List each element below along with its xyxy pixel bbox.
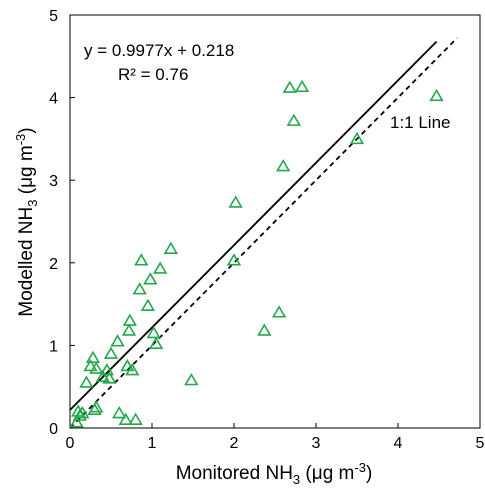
data-point <box>95 369 110 382</box>
one-to-one-line-label: 1:1 Line <box>390 113 451 132</box>
data-point <box>294 79 310 93</box>
data-point <box>121 323 137 336</box>
data-point <box>72 408 88 421</box>
data-point <box>110 334 125 347</box>
data-point <box>140 298 156 311</box>
data-point <box>286 113 302 126</box>
data-point <box>282 80 297 93</box>
x-tick-label: 4 <box>394 435 403 452</box>
y-axis-title: Modelled NH3 (μg m-3) <box>13 127 40 316</box>
data-point <box>349 131 365 145</box>
regression-equation: y = 0.9977x + 0.218 <box>84 41 234 60</box>
x-tick-label: 0 <box>66 435 75 452</box>
x-tick-label: 5 <box>476 435 485 452</box>
x-tick-label: 1 <box>148 435 157 452</box>
data-point <box>128 412 143 425</box>
data-point <box>153 261 168 274</box>
x-axis-title: Monitored NH3 (μg m-3) <box>176 460 373 487</box>
data-point <box>146 325 161 339</box>
data-point <box>99 363 115 376</box>
data-point <box>429 88 444 102</box>
y-tick-label: 1 <box>49 338 58 355</box>
regression-line <box>69 40 438 411</box>
data-point <box>120 358 135 372</box>
data-point <box>163 241 179 254</box>
data-point <box>112 406 127 419</box>
data-point <box>118 412 133 425</box>
one-to-one-line <box>69 37 458 429</box>
data-point <box>148 336 164 349</box>
data-point <box>89 400 104 413</box>
data-point <box>132 282 147 295</box>
data-point <box>226 253 242 266</box>
x-tick-label: 3 <box>312 435 321 452</box>
data-point <box>122 313 138 326</box>
y-tick-label: 5 <box>49 8 58 25</box>
data-point <box>103 346 119 359</box>
data-point <box>271 305 287 318</box>
data-point <box>134 253 149 266</box>
data-point <box>257 323 272 336</box>
data-point <box>89 361 104 374</box>
y-tick-label: 2 <box>49 256 58 273</box>
plot-area: 0 1 2 3 4 5 0 1 2 3 4 5 <box>49 8 484 452</box>
data-point <box>143 272 158 285</box>
data-point <box>102 371 117 384</box>
data-point <box>69 415 84 428</box>
data-point <box>85 350 101 363</box>
data-point <box>79 375 94 388</box>
data-point <box>276 159 291 172</box>
x-tick-label: 2 <box>230 435 239 452</box>
data-point <box>83 358 98 372</box>
plot-frame <box>69 14 481 429</box>
r-squared-label: R² = 0.76 <box>118 65 188 84</box>
data-point <box>75 406 90 419</box>
y-tick-label: 4 <box>49 91 58 108</box>
y-tick-label: 0 <box>49 421 58 438</box>
y-tick-label: 3 <box>49 173 58 190</box>
data-point <box>228 195 243 208</box>
data-point <box>125 363 140 376</box>
data-point <box>184 373 199 386</box>
